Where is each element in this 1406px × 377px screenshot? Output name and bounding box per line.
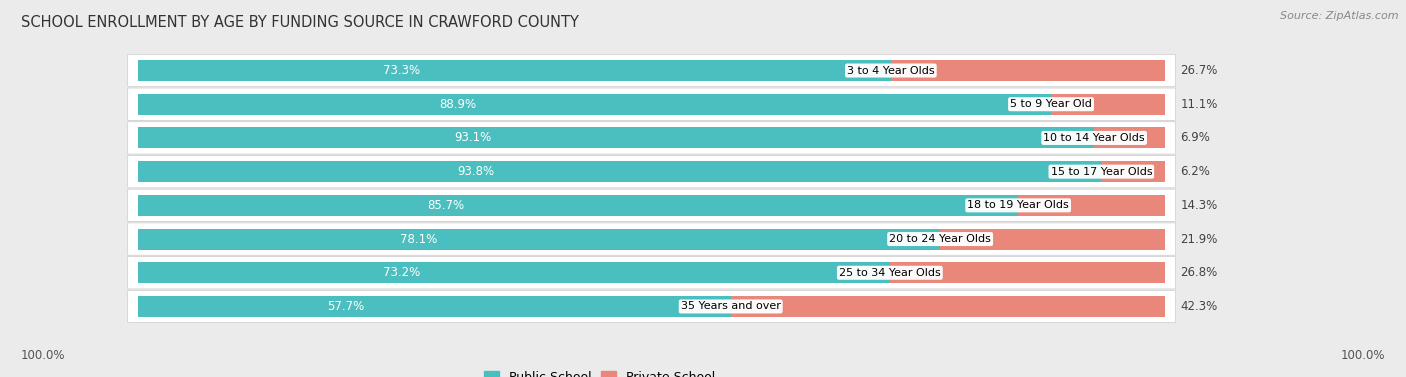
Bar	[1094, 127, 1166, 149]
FancyBboxPatch shape	[128, 257, 1175, 289]
FancyBboxPatch shape	[128, 122, 1175, 154]
Text: 100.0%: 100.0%	[21, 349, 66, 362]
Bar	[138, 228, 941, 250]
Text: 73.2%: 73.2%	[382, 266, 420, 279]
Bar	[138, 127, 1094, 149]
Bar	[138, 296, 731, 317]
Text: 100.0%: 100.0%	[1340, 349, 1385, 362]
Text: 78.1%: 78.1%	[401, 233, 437, 245]
Text: 26.8%: 26.8%	[1181, 266, 1218, 279]
Bar	[1052, 94, 1166, 115]
Bar	[138, 161, 1101, 182]
Text: 6.2%: 6.2%	[1181, 165, 1211, 178]
FancyBboxPatch shape	[128, 189, 1175, 222]
FancyBboxPatch shape	[128, 223, 1175, 255]
Legend: Public School, Private School: Public School, Private School	[478, 366, 720, 377]
Text: 88.9%: 88.9%	[439, 98, 477, 111]
Text: SCHOOL ENROLLMENT BY AGE BY FUNDING SOURCE IN CRAWFORD COUNTY: SCHOOL ENROLLMENT BY AGE BY FUNDING SOUR…	[21, 15, 579, 30]
FancyBboxPatch shape	[128, 290, 1175, 323]
FancyBboxPatch shape	[128, 54, 1175, 87]
FancyBboxPatch shape	[128, 88, 1175, 120]
Text: 57.7%: 57.7%	[328, 300, 364, 313]
Text: 5 to 9 Year Old: 5 to 9 Year Old	[1010, 99, 1092, 109]
FancyBboxPatch shape	[128, 155, 1175, 188]
Text: 26.7%: 26.7%	[1181, 64, 1218, 77]
Bar	[138, 60, 891, 81]
Text: 85.7%: 85.7%	[427, 199, 465, 212]
Text: 42.3%: 42.3%	[1181, 300, 1218, 313]
Text: 73.3%: 73.3%	[384, 64, 420, 77]
Text: 35 Years and over: 35 Years and over	[681, 302, 780, 311]
Text: 20 to 24 Year Olds: 20 to 24 Year Olds	[889, 234, 991, 244]
Text: 14.3%: 14.3%	[1181, 199, 1218, 212]
Text: 10 to 14 Year Olds: 10 to 14 Year Olds	[1043, 133, 1144, 143]
Bar	[138, 195, 1018, 216]
Bar	[891, 60, 1166, 81]
Text: 3 to 4 Year Olds: 3 to 4 Year Olds	[846, 66, 935, 75]
Bar	[1018, 195, 1166, 216]
Bar	[731, 296, 1166, 317]
Bar	[890, 262, 1166, 283]
Text: 93.8%: 93.8%	[457, 165, 494, 178]
Bar	[1101, 161, 1166, 182]
Text: 25 to 34 Year Olds: 25 to 34 Year Olds	[839, 268, 941, 278]
Text: 6.9%: 6.9%	[1181, 132, 1211, 144]
Text: 11.1%: 11.1%	[1181, 98, 1218, 111]
Bar	[941, 228, 1166, 250]
Text: 18 to 19 Year Olds: 18 to 19 Year Olds	[967, 200, 1069, 210]
Bar	[138, 94, 1052, 115]
Text: 15 to 17 Year Olds: 15 to 17 Year Olds	[1050, 167, 1152, 177]
Text: 93.1%: 93.1%	[454, 132, 492, 144]
Bar	[138, 262, 890, 283]
Text: Source: ZipAtlas.com: Source: ZipAtlas.com	[1281, 11, 1399, 21]
Text: 21.9%: 21.9%	[1181, 233, 1218, 245]
